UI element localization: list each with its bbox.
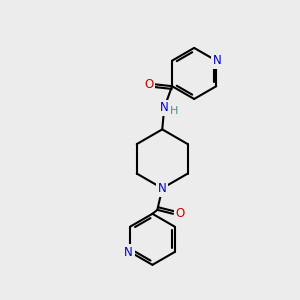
Text: N: N (160, 101, 169, 114)
Text: O: O (144, 78, 153, 91)
Text: N: N (213, 54, 222, 67)
Text: N: N (124, 246, 133, 259)
Text: H: H (170, 106, 178, 116)
Text: O: O (175, 207, 184, 220)
Text: N: N (158, 182, 167, 195)
